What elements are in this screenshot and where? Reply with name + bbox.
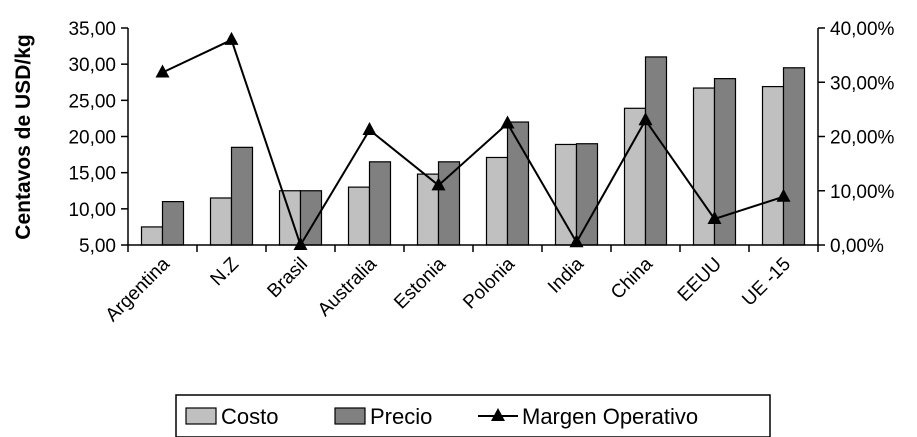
legend-swatch-costo — [185, 407, 217, 425]
x-tick-label: Brasil — [264, 254, 312, 302]
x-tick-label: China — [607, 253, 657, 303]
point-margen-0 — [155, 64, 170, 78]
point-margen-3 — [362, 121, 377, 135]
y-tick-label: 35,00 — [68, 19, 116, 40]
x-tick-label: India — [544, 253, 588, 297]
legend-swatch-precio — [334, 407, 366, 425]
bar-precio-0 — [161, 201, 185, 246]
y-tick-label: 10,00 — [68, 200, 116, 221]
x-tick-label: N.Z — [207, 253, 244, 290]
point-margen-6 — [569, 234, 584, 248]
bar-precio-2 — [299, 190, 323, 246]
y-tick-label: 5,00 — [79, 236, 116, 257]
bar-costo-5 — [485, 156, 509, 246]
y-tick-label: 20,00 — [68, 128, 116, 149]
y-tick-label: 25,00 — [68, 91, 116, 112]
y2-tick-label: 30,00% — [830, 73, 895, 94]
y2-tick-label: 40,00% — [830, 19, 895, 40]
bar-precio-9 — [782, 67, 806, 246]
bar-costo-0 — [140, 226, 164, 246]
legend: Costo Precio Margen Operativo — [175, 394, 771, 437]
y2-tick-label: 10,00% — [830, 182, 895, 203]
y2-tick-label: 0,00% — [830, 236, 884, 257]
x-tick-label: EEUU — [674, 254, 726, 306]
legend-swatch-margen-marker — [491, 408, 505, 421]
legend-box — [175, 394, 771, 437]
point-margen-7 — [638, 112, 653, 126]
point-margen-5 — [500, 115, 515, 129]
legend-label-precio: Precio — [370, 404, 432, 429]
point-margen-8 — [707, 210, 722, 224]
bar-costo-3 — [347, 186, 371, 246]
point-margen-1 — [224, 31, 239, 45]
margin-line-layer — [155, 31, 791, 250]
legend-label-costo: Costo — [221, 404, 278, 429]
y-tick-label: 30,00 — [68, 55, 116, 76]
y-tick-label: 15,00 — [68, 164, 116, 185]
y-axis-title: Centavos de USD/kg — [12, 34, 35, 239]
y2-tick-label: 20,00% — [830, 128, 895, 149]
x-tick-label: Australia — [314, 253, 381, 320]
bar-costo-7 — [623, 107, 647, 246]
bar-precio-4 — [437, 161, 461, 246]
bar-precio-3 — [368, 161, 392, 246]
bar-precio-6 — [575, 143, 599, 246]
bars-layer — [140, 56, 806, 246]
bar-precio-1 — [230, 146, 254, 246]
x-tick-label: Polonia — [459, 253, 519, 313]
point-margen-4 — [431, 177, 446, 191]
bar-costo-1 — [209, 197, 233, 246]
bar-costo-9 — [761, 85, 785, 246]
point-margen-2 — [293, 237, 308, 250]
series-line-margen-operativo — [162, 38, 784, 248]
bar-costo-6 — [554, 143, 578, 246]
legend-label-margen: Margen Operativo — [522, 404, 698, 429]
x-tick-label: Estonia — [390, 253, 450, 313]
point-margen-9 — [776, 188, 791, 202]
x-tick-label: UE -15 — [738, 254, 795, 311]
bar-precio-7 — [644, 56, 668, 246]
x-tick-label: Argentina — [102, 253, 175, 326]
